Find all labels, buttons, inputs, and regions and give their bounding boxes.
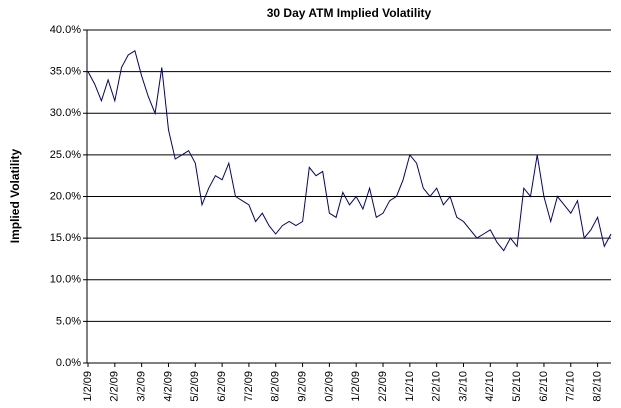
x-tick-label: 6/2/10 bbox=[538, 371, 550, 402]
x-tick-label: 3/2/10 bbox=[457, 371, 469, 402]
x-tick-label: 4/2/10 bbox=[484, 371, 496, 402]
x-tick-label: 8/2/10 bbox=[591, 371, 603, 402]
x-tick-label: 1/2/09 bbox=[350, 371, 362, 402]
x-tick-label: 7/2/09 bbox=[243, 371, 255, 402]
y-tick-label: 40.0% bbox=[50, 24, 81, 36]
x-tick-label: 5/2/10 bbox=[511, 371, 523, 402]
y-tick-label: 10.0% bbox=[50, 274, 81, 286]
y-axis-title: Implied Volatility bbox=[8, 148, 22, 243]
x-tick-label: 4/2/09 bbox=[162, 371, 174, 402]
x-tick-label: 6/2/09 bbox=[216, 371, 228, 402]
x-tick-label: 2/2/09 bbox=[377, 371, 389, 402]
x-tick-label: 0/2/09 bbox=[323, 371, 335, 402]
x-tick-label: 2/2/09 bbox=[109, 371, 121, 402]
y-tick-label: 20.0% bbox=[50, 190, 81, 202]
series-line bbox=[87, 50, 612, 252]
x-tick-label: 7/2/10 bbox=[565, 371, 577, 402]
y-tick-label: 5.0% bbox=[56, 315, 81, 327]
y-tick-label: 30.0% bbox=[50, 107, 81, 119]
x-tick-label: 8/2/09 bbox=[270, 371, 282, 402]
y-tick-label: 25.0% bbox=[50, 149, 81, 161]
chart-title: 30 Day ATM Implied Volatility bbox=[267, 6, 432, 20]
y-tick-label: 35.0% bbox=[50, 66, 81, 78]
x-tick-label: 5/2/09 bbox=[189, 371, 201, 402]
x-tick-label: 9/2/09 bbox=[296, 371, 308, 402]
x-tick-label: 3/2/09 bbox=[136, 371, 148, 402]
x-tick-label: 2/2/10 bbox=[431, 371, 443, 402]
y-tick-label: 0.0% bbox=[56, 357, 81, 369]
y-tick-label: 15.0% bbox=[50, 232, 81, 244]
x-tick-label: 1/2/09 bbox=[82, 371, 94, 402]
x-tick-label: 1/2/10 bbox=[404, 371, 416, 402]
